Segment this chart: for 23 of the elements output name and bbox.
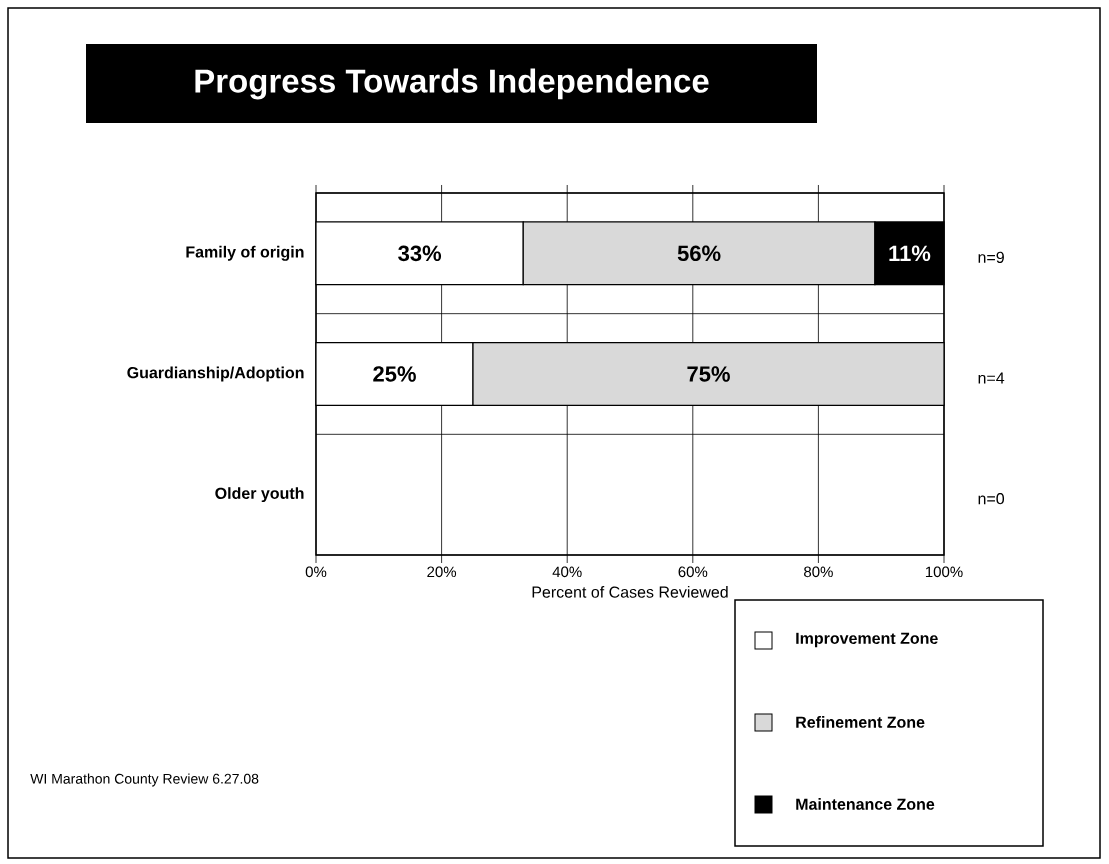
data-label: 75% bbox=[687, 366, 730, 382]
x-tick-label: 60% bbox=[678, 566, 708, 578]
text: WI Marathon County Review 6.27.08 bbox=[30, 773, 259, 787]
x-tick-label: 40% bbox=[552, 566, 582, 578]
y-tick-label: Guardianship/Adoption bbox=[127, 366, 304, 382]
data-label: 33% bbox=[398, 245, 442, 262]
legend-label: Maintenance Zone bbox=[796, 798, 935, 810]
text: n=4 bbox=[978, 372, 1005, 384]
y-tick-label: Older youth bbox=[215, 487, 304, 503]
data-label: 11% bbox=[889, 245, 931, 262]
data-label: 56% bbox=[677, 245, 721, 262]
legend-label: Improvement Zone bbox=[796, 632, 938, 648]
x-tick-label: 20% bbox=[427, 566, 457, 578]
chart-title: Progress Towards Independence bbox=[195, 68, 709, 100]
x-tick-label: 0% bbox=[305, 566, 327, 578]
text: n=0 bbox=[978, 492, 1005, 505]
y-tick-label: Family of origin bbox=[186, 245, 304, 261]
x-axis-title: Percent of Cases Reviewed bbox=[532, 586, 728, 598]
data-label: 25% bbox=[373, 366, 416, 382]
x-tick-label: 80% bbox=[804, 566, 833, 578]
x-tick-label: 100% bbox=[925, 566, 963, 578]
legend-label: Refinement Zone bbox=[796, 716, 925, 728]
text: n=9 bbox=[978, 251, 1004, 263]
